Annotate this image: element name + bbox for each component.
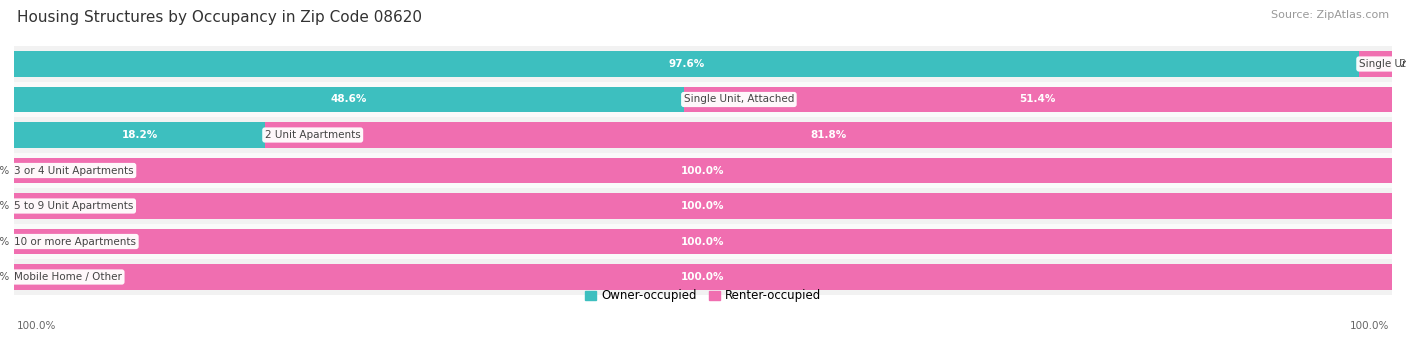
Bar: [14, 188, 1392, 224]
Bar: [14, 259, 1392, 295]
Text: Mobile Home / Other: Mobile Home / Other: [14, 272, 122, 282]
Bar: [14, 158, 1392, 183]
Text: 2.4%: 2.4%: [1399, 59, 1406, 69]
Bar: [1358, 51, 1392, 77]
Text: 18.2%: 18.2%: [121, 130, 157, 140]
Bar: [14, 87, 683, 112]
Text: 3 or 4 Unit Apartments: 3 or 4 Unit Apartments: [14, 165, 134, 176]
Text: 100.0%: 100.0%: [682, 201, 724, 211]
Bar: [14, 224, 1392, 259]
Text: Source: ZipAtlas.com: Source: ZipAtlas.com: [1271, 10, 1389, 20]
Text: 81.8%: 81.8%: [810, 130, 846, 140]
Text: Single Unit, Detached: Single Unit, Detached: [1358, 59, 1406, 69]
Bar: [14, 122, 264, 148]
Bar: [14, 82, 1392, 117]
Bar: [14, 117, 1392, 153]
Bar: [14, 51, 1358, 77]
Text: 100.0%: 100.0%: [682, 237, 724, 247]
Bar: [264, 122, 1392, 148]
Text: 100.0%: 100.0%: [1350, 321, 1389, 331]
Text: 100.0%: 100.0%: [17, 321, 56, 331]
Text: 0.0%: 0.0%: [0, 237, 10, 247]
Text: 48.6%: 48.6%: [330, 94, 367, 104]
Bar: [14, 153, 1392, 188]
Text: 5 to 9 Unit Apartments: 5 to 9 Unit Apartments: [14, 201, 134, 211]
Bar: [14, 229, 1392, 254]
Text: 51.4%: 51.4%: [1019, 94, 1056, 104]
Text: 2 Unit Apartments: 2 Unit Apartments: [264, 130, 360, 140]
Text: 97.6%: 97.6%: [668, 59, 704, 69]
Text: Single Unit, Attached: Single Unit, Attached: [683, 94, 794, 104]
Text: 0.0%: 0.0%: [0, 272, 10, 282]
Text: 10 or more Apartments: 10 or more Apartments: [14, 237, 136, 247]
Text: Housing Structures by Occupancy in Zip Code 08620: Housing Structures by Occupancy in Zip C…: [17, 10, 422, 25]
Bar: [14, 264, 1392, 290]
Text: 0.0%: 0.0%: [0, 165, 10, 176]
Bar: [683, 87, 1392, 112]
Text: 0.0%: 0.0%: [0, 201, 10, 211]
Bar: [14, 46, 1392, 82]
Legend: Owner-occupied, Renter-occupied: Owner-occupied, Renter-occupied: [579, 285, 827, 307]
Text: 100.0%: 100.0%: [682, 165, 724, 176]
Bar: [14, 193, 1392, 219]
Text: 100.0%: 100.0%: [682, 272, 724, 282]
